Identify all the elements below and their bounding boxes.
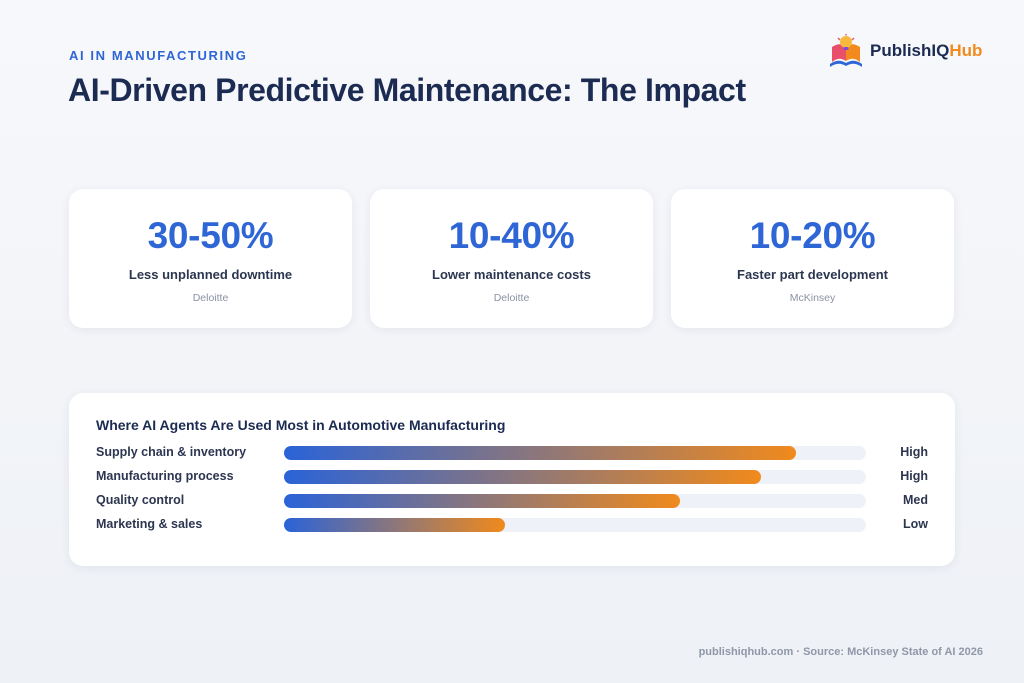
chart-row: Quality control Med — [69, 493, 955, 508]
bar-fill — [284, 494, 680, 508]
usage-chart-panel: Where AI Agents Are Used Most in Automot… — [69, 393, 955, 566]
bar-fill — [284, 518, 506, 532]
bar-value-label: High — [900, 445, 928, 459]
stat-source: Deloitte — [493, 292, 530, 304]
bar-category-label: Quality control — [96, 493, 185, 507]
bar-track — [284, 518, 866, 532]
brand-logo[interactable]: PublishIQHub — [828, 34, 982, 68]
stat-value: 10-40% — [448, 215, 575, 256]
stat-source: Deloitte — [192, 292, 229, 304]
bar-value-label: Med — [903, 493, 928, 507]
stat-card-downtime: 30-50% Less unplanned downtime Deloitte — [69, 189, 352, 328]
stat-cards: 30-50% Less unplanned downtime Deloitte … — [69, 189, 954, 328]
bar-fill — [284, 446, 797, 460]
footer-source: publishiqhub.com · Source: McKinsey Stat… — [698, 646, 983, 658]
bar-value-label: High — [900, 469, 928, 483]
section-eyebrow: AI IN MANUFACTURING — [69, 48, 248, 63]
stat-source: McKinsey — [789, 292, 836, 304]
bar-category-label: Marketing & sales — [96, 517, 203, 531]
stat-value: 30-50% — [147, 215, 274, 256]
bar-category-label: Manufacturing process — [96, 469, 234, 483]
chart-row: Marketing & sales Low — [69, 517, 955, 532]
stat-card-maintenance-costs: 10-40% Lower maintenance costs Deloitte — [370, 189, 653, 328]
chart-title: Where AI Agents Are Used Most in Automot… — [96, 417, 506, 433]
page-title: AI-Driven Predictive Maintenance: The Im… — [68, 72, 746, 108]
stat-label: Lower maintenance costs — [432, 267, 591, 282]
stat-label: Less unplanned downtime — [128, 267, 293, 282]
stat-value: 10-20% — [749, 215, 876, 256]
bar-track — [284, 494, 866, 508]
bar-value-label: Low — [903, 517, 928, 531]
chart-row: Supply chain & inventory High — [69, 445, 955, 460]
stat-card-part-development: 10-20% Faster part development McKinsey — [671, 189, 954, 328]
bar-track — [284, 446, 866, 460]
stat-label: Faster part development — [737, 267, 888, 282]
chart-row: Manufacturing process High — [69, 469, 955, 484]
bar-category-label: Supply chain & inventory — [96, 445, 247, 459]
bar-fill — [284, 470, 762, 484]
bar-track — [284, 470, 866, 484]
brand-name: PublishIQHub — [870, 41, 983, 60]
book-lightbulb-logo-icon — [830, 34, 862, 67]
